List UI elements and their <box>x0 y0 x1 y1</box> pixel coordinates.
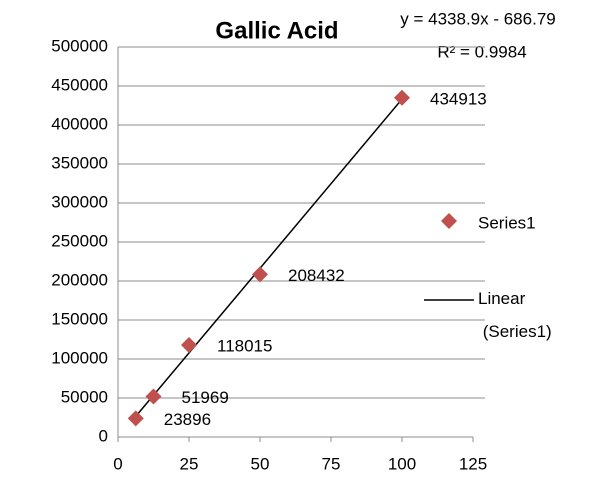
x-tick-label: 75 <box>322 454 341 473</box>
y-tick-label: 450000 <box>51 75 108 94</box>
y-tick-label: 100000 <box>51 348 108 367</box>
legend-label: Linear (Series1) <box>478 289 552 341</box>
data-label: 118015 <box>217 336 272 355</box>
point <box>252 266 268 283</box>
point <box>127 410 144 427</box>
x-tick-label: 25 <box>180 454 199 473</box>
y-tick-label: 350000 <box>51 153 108 172</box>
y-tick-label: 250000 <box>51 231 108 250</box>
chart-title: Gallic Acid <box>215 17 338 44</box>
trendline-r-squared: R² = 0.9984 <box>437 42 526 61</box>
point <box>394 89 410 106</box>
y-tick-label: 200000 <box>51 270 108 289</box>
trendline-equation: y = 4338.9x - 686.79 <box>400 9 555 28</box>
data-label: 434913 <box>430 89 487 108</box>
data-label: 23896 <box>164 410 211 429</box>
y-tick-label: 0 <box>99 426 108 445</box>
data-label: 51969 <box>182 388 229 407</box>
x-tick-label: 50 <box>251 454 270 473</box>
x-tick-label: 125 <box>459 454 487 473</box>
y-tick-label: 50000 <box>61 387 108 406</box>
x-tick-label: 100 <box>388 454 416 473</box>
data-label: 208432 <box>288 266 345 285</box>
legend-marker <box>441 213 457 229</box>
point <box>181 336 197 353</box>
point <box>145 388 162 405</box>
y-tick-label: 500000 <box>51 36 108 55</box>
legend-label: Series1 <box>478 213 536 232</box>
y-tick-label: 150000 <box>51 309 108 328</box>
y-tick-label: 300000 <box>51 192 108 211</box>
y-tick-label: 400000 <box>51 114 108 133</box>
x-tick-label: 0 <box>113 454 122 473</box>
trendline <box>135 98 403 417</box>
